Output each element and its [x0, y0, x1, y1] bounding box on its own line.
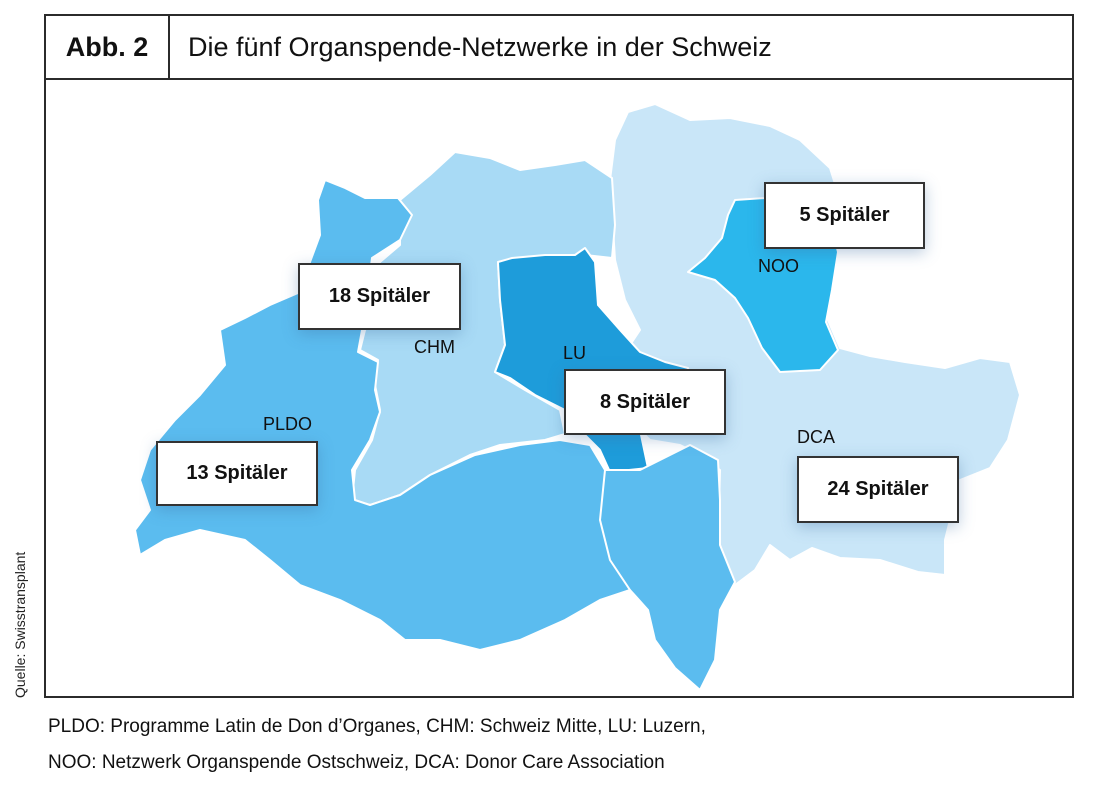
region-pldo[interactable] [134, 179, 736, 691]
label-lu-hospitals: 8 Spitäler [564, 369, 726, 435]
label-chm-hospitals: 18 Spitäler [298, 263, 461, 330]
code-pldo: PLDO [263, 414, 313, 434]
figure-header: Abb. 2 Die fünf Organspende-Netzwerke in… [46, 16, 1072, 80]
legend-line-2: NOO: Netzwerk Organspende Ostschweiz, DC… [48, 752, 665, 773]
figure-title: Die fünf Organspende-Netzwerke in der Sc… [188, 32, 772, 62]
switzerland-map [134, 103, 1021, 691]
region-border-ticino [598, 469, 631, 591]
code-lu: LU [563, 343, 587, 363]
label-noo-hospitals: 5 Spitäler [764, 182, 925, 249]
label-pldo-hospitals: 13 Spitäler [156, 441, 318, 506]
code-noo: NOO [758, 256, 800, 276]
code-dca: DCA [797, 427, 836, 447]
figure-frame: Abb. 2 Die fünf Organspende-Netzwerke in… [44, 14, 1074, 698]
legend-line-1: PLDO: Programme Latin de Don d’Organes, … [48, 716, 706, 737]
code-chm: CHM [414, 337, 455, 357]
label-dca-hospitals: 24 Spitäler [797, 456, 959, 523]
figure-number: Abb. 2 [46, 16, 170, 78]
region-chm[interactable] [351, 151, 616, 506]
source-credit: Quelle: Swisstransplant [12, 551, 28, 698]
